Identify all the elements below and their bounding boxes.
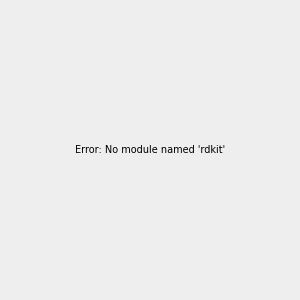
Text: Error: No module named 'rdkit': Error: No module named 'rdkit': [75, 145, 225, 155]
